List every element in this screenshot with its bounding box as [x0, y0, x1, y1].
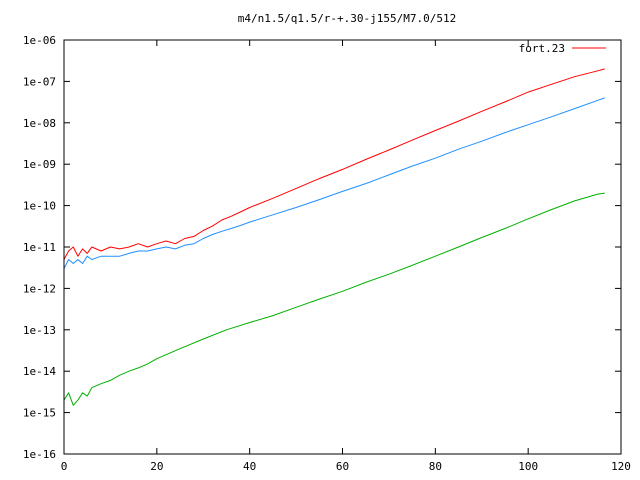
series-line-0 [64, 69, 605, 260]
series-layer [64, 69, 605, 405]
x-tick-label: 20 [150, 460, 163, 473]
y-tick-label: 1e-07 [23, 75, 56, 88]
y-tick-label: 1e-06 [23, 34, 56, 47]
y-tick-label: 1e-10 [23, 200, 56, 213]
legend: fort.23 [519, 42, 606, 55]
chart-title: m4/n1.5/q1.5/r-+.30-j155/M7.0/512 [238, 12, 457, 25]
y-tick-label: 1e-13 [23, 324, 56, 337]
y-tick-label: 1e-12 [23, 282, 56, 295]
axis-layer: 0 20 40 60 80 100 120 1e-16 1e-15 1e-14 1e-13 1e-12… [23, 34, 631, 473]
y-tick-label: 1e-14 [23, 365, 56, 378]
x-tick-label: 40 [243, 460, 256, 473]
x-tick-label: 60 [336, 460, 349, 473]
x-tick-label: 100 [518, 460, 538, 473]
x-tick-label: 0 [61, 460, 68, 473]
y-tick-label: 1e-16 [23, 448, 56, 461]
x-tick-label: 80 [429, 460, 442, 473]
y-tick-label: 1e-11 [23, 241, 56, 254]
y-tick-label: 1e-15 [23, 407, 56, 420]
x-tick-label: 120 [611, 460, 631, 473]
y-tick-label: 1e-09 [23, 158, 56, 171]
series-line-1 [64, 98, 605, 269]
y-tick-label: 1e-08 [23, 117, 56, 130]
series-line-2 [64, 193, 605, 405]
legend-label-fort23: fort.23 [519, 42, 565, 55]
